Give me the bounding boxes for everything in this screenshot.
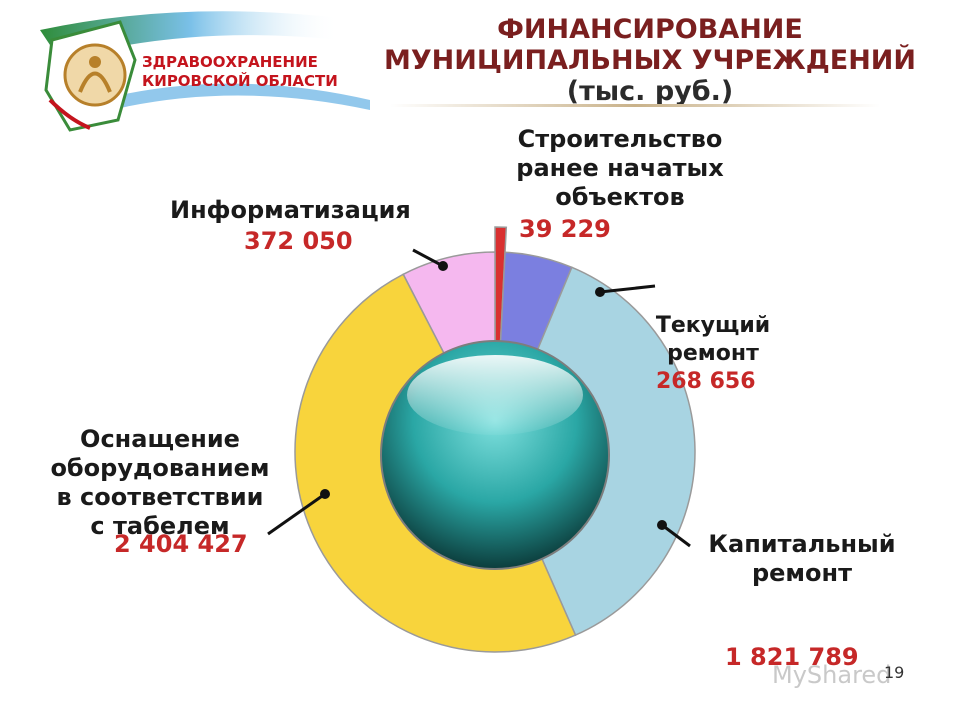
- label-construction: Строительство ранее начатых объектов: [495, 125, 745, 212]
- logo-text: ЗДРАВООХРАНЕНИЕ КИРОВСКОЙ ОБЛАСТИ: [142, 53, 338, 91]
- title-unit: (тыс. руб.): [566, 76, 734, 107]
- label-current-repair: Текущий ремонт: [648, 312, 778, 368]
- label-capital-repair-line-1: Капитальный: [708, 530, 896, 558]
- label-construction-line-2: ранее начатых: [516, 154, 724, 182]
- logo-line-1: ЗДРАВООХРАНЕНИЕ: [142, 53, 318, 71]
- label-informatization: Информатизация: [170, 196, 411, 224]
- center-gloss: [407, 355, 583, 435]
- title-line-1: ФИНАНСИРОВАНИЕ: [497, 14, 803, 45]
- page-title: ФИНАНСИРОВАНИЕ МУНИЦИПАЛЬНЫХ УЧРЕЖДЕНИЙ …: [380, 14, 920, 107]
- blue-ribbon: [120, 83, 370, 110]
- logo-graphic: [40, 11, 370, 132]
- flower-decor-icon: [48, 98, 91, 130]
- label-capital-repair: Капитальный ремонт: [692, 530, 912, 588]
- leader-current-repair: [599, 284, 656, 294]
- title-underline: [390, 104, 880, 107]
- value-current-repair: 268 656: [656, 369, 756, 394]
- leader-equipment: [267, 492, 326, 536]
- label-equipment-line-3: в соответствии: [56, 483, 264, 511]
- leader-capital-repair: [661, 523, 691, 548]
- label-construction-line-1: Строительство: [517, 125, 723, 153]
- label-equipment-line-1: Оснащение: [80, 425, 240, 453]
- watermark: MyShared: [772, 661, 892, 689]
- logo-line-2: КИРОВСКОЙ ОБЛАСТИ: [142, 72, 338, 90]
- value-construction: 39 229: [519, 215, 611, 243]
- label-current-repair-line-2: ремонт: [667, 341, 759, 366]
- value-informatization: 372 050: [244, 227, 353, 255]
- leader-informatization: [412, 248, 444, 268]
- label-equipment: Оснащение оборудованием в соответствии с…: [30, 425, 290, 541]
- label-construction-line-3: объектов: [555, 183, 685, 211]
- value-capital-repair: 1 821 789: [725, 643, 859, 671]
- label-current-repair-line-1: Текущий: [655, 313, 771, 338]
- page-number: 19: [884, 663, 905, 682]
- value-equipment: 2 404 427: [114, 530, 248, 558]
- label-capital-repair-line-2: ремонт: [751, 559, 853, 587]
- label-equipment-line-2: оборудованием: [50, 454, 270, 482]
- title-line-2: МУНИЦИПАЛЬНЫХ УЧРЕЖДЕНИЙ: [383, 45, 916, 76]
- label-equipment-line-4: с табелем: [90, 512, 230, 540]
